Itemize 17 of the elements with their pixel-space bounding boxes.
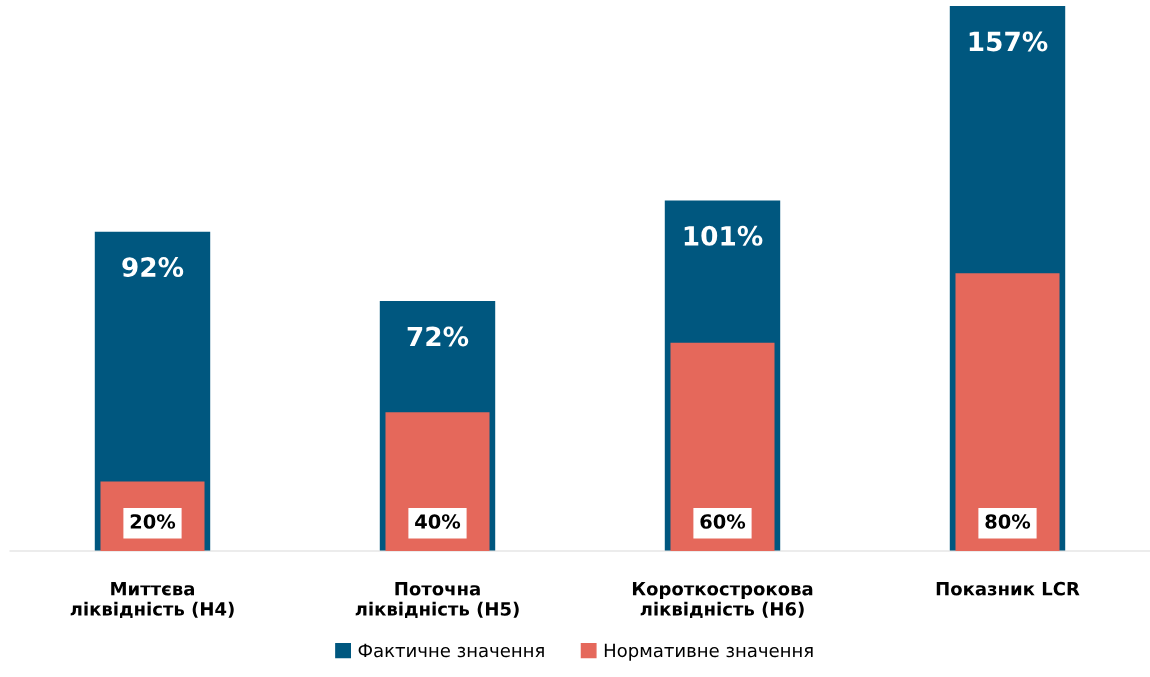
data-label: 20% [130, 514, 176, 529]
bar [385, 412, 490, 551]
x-tick-label: Поточна ліквідність (Н5) [355, 582, 519, 618]
data-label: 157% [969, 31, 1048, 52]
legend-label: Нормативне значення [604, 643, 813, 661]
x-tick-label: Короткострокова ліквідність (Н6) [632, 582, 813, 618]
data-label: 40% [415, 514, 461, 529]
data-label: 60% [700, 514, 746, 529]
data-label: 80% [985, 514, 1031, 529]
data-label: 101% [684, 225, 763, 246]
x-tick-label: Показник LCR [936, 581, 1080, 596]
bar [670, 342, 775, 551]
bar [955, 273, 1060, 551]
x-tick-label: Миттєва ліквідність (Н4) [70, 582, 234, 618]
legend-label: Фактичне значення [358, 643, 544, 658]
data-label: 92% [122, 257, 184, 278]
data-label: 72% [407, 326, 469, 347]
